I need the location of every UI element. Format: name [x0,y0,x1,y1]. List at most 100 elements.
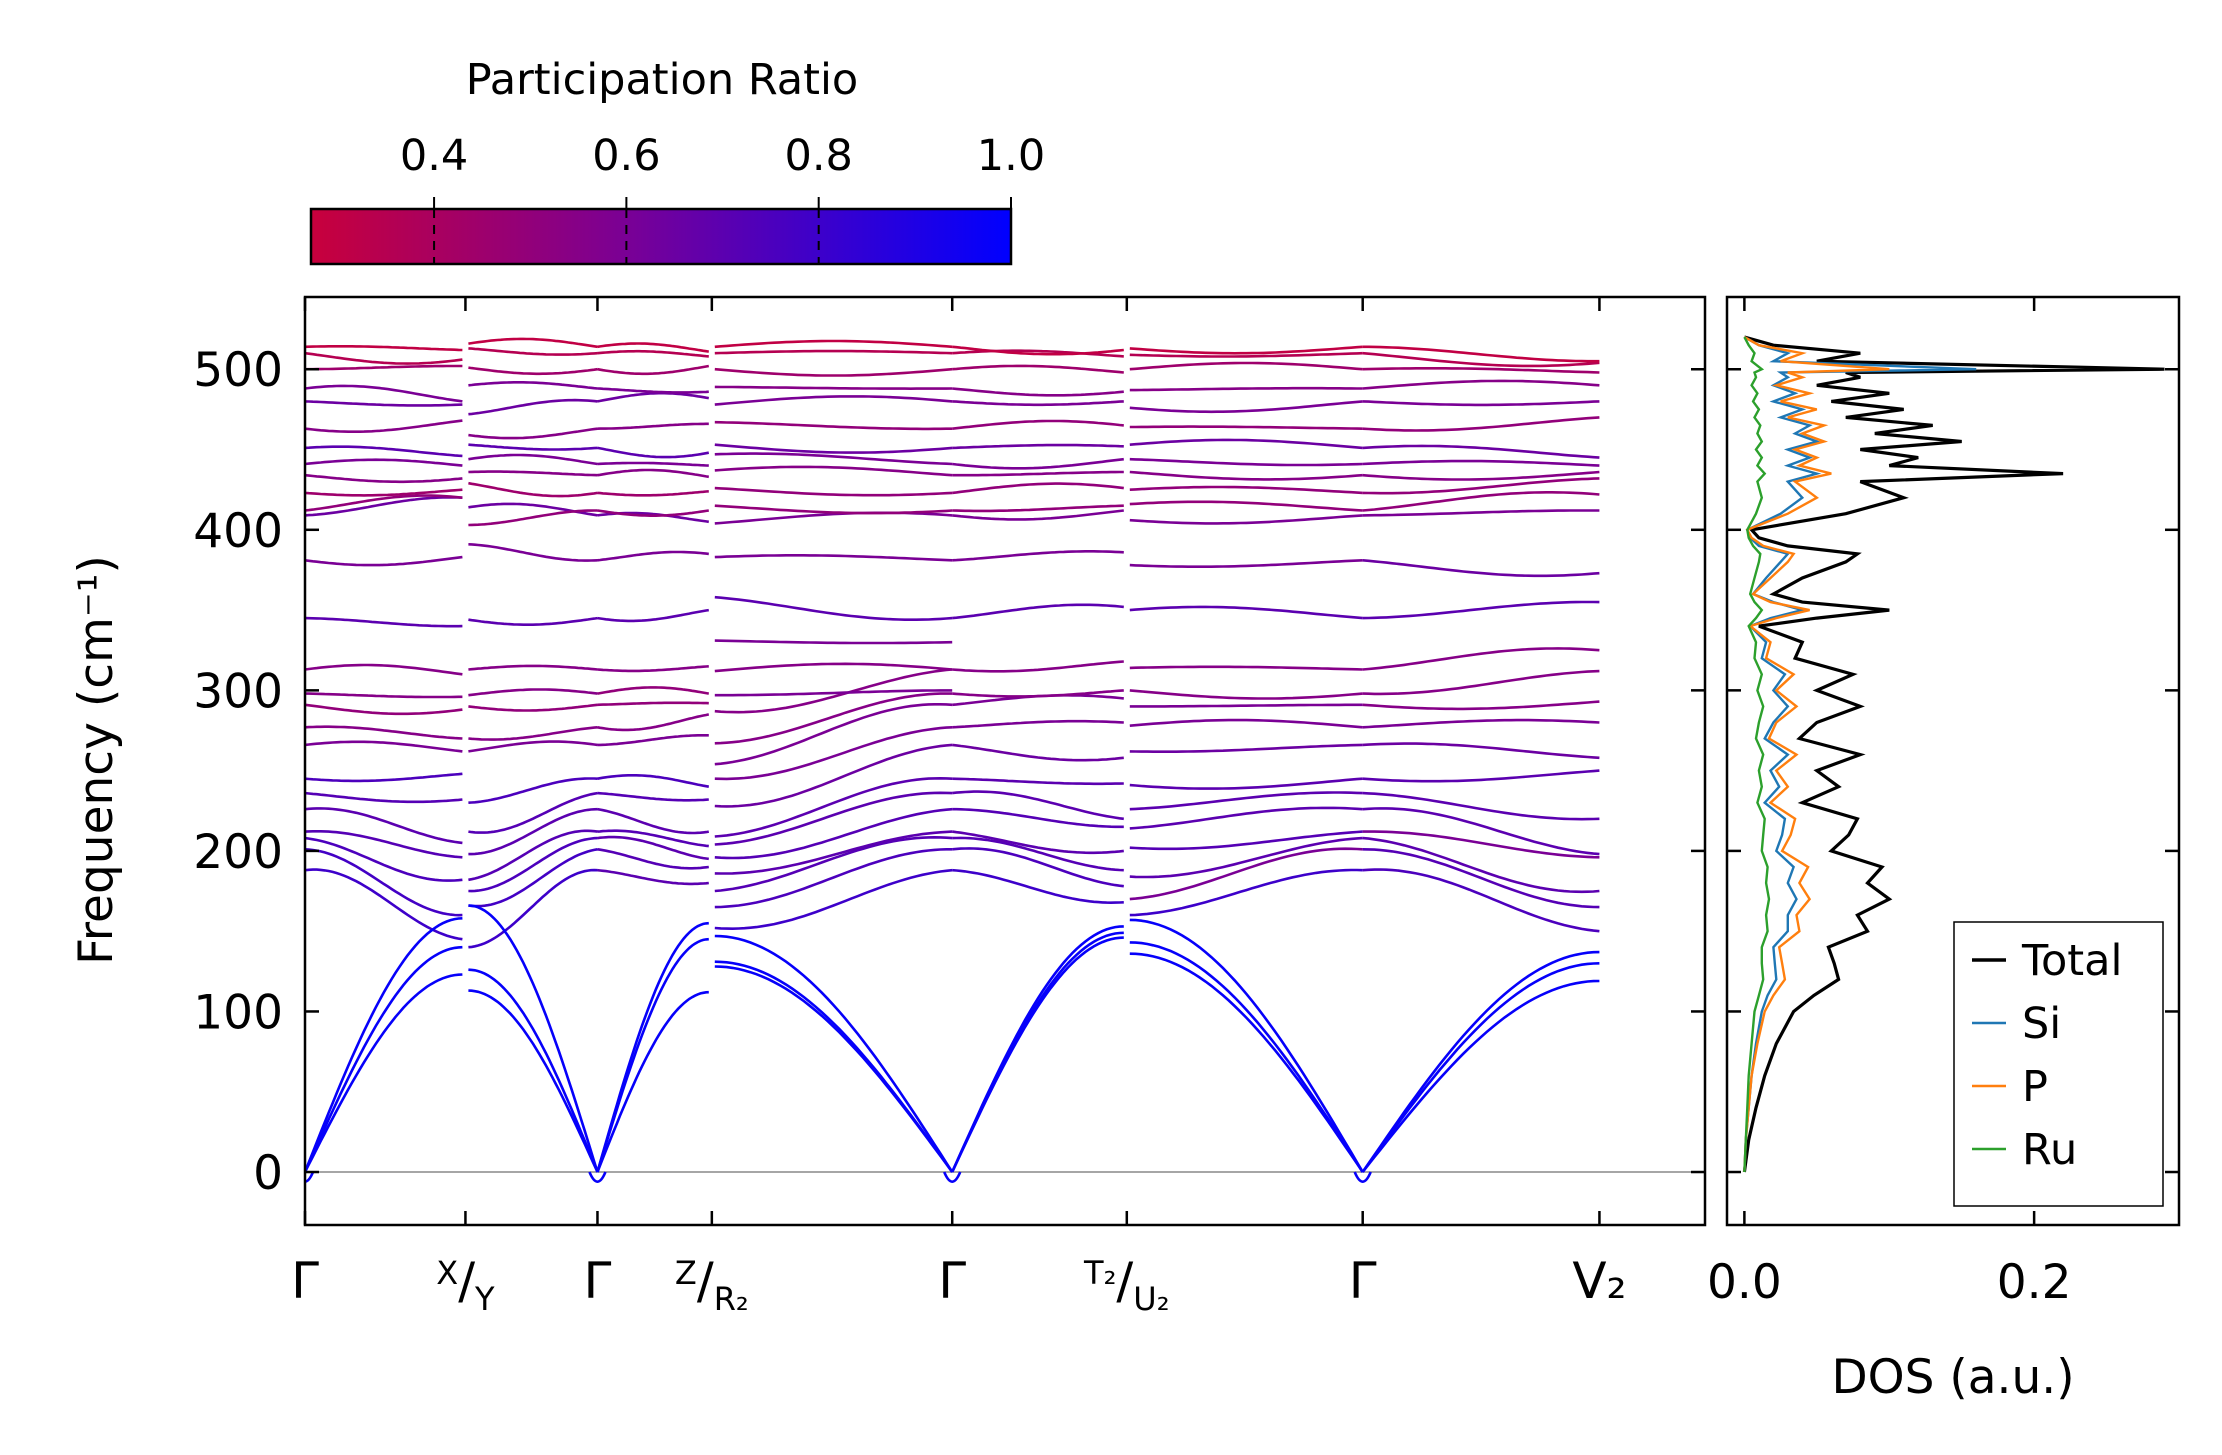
phonon-branch [468,703,598,712]
acoustic-branch [305,973,463,1173]
phonon-branch [1362,509,1600,517]
kpoint-label: V₂ [1572,1252,1626,1310]
phonon-branch [1129,791,1363,811]
band-y-tick-label: 0 [253,1146,283,1201]
kpoint-label: Γ [291,1252,319,1310]
phonon-branch [305,807,463,845]
band-y-tick-label: 500 [193,343,283,398]
acoustic-branch [1361,950,1600,1173]
phonon-branch [714,420,953,431]
phonon-branch [1129,836,1363,879]
phonon-branch [305,345,463,352]
band-y-tick-label: 100 [193,985,283,1040]
phonon-branch [1129,361,1363,371]
phonon-branch [305,496,463,517]
phonon-branch [714,367,953,377]
phonon-branch [1129,703,1363,708]
phonon-branch [714,595,953,621]
phonon-branch [468,616,598,626]
phonon-branch [305,555,463,567]
phonon-branch [714,339,953,349]
kpoint-label: Γ [584,1252,612,1310]
phonon-branch [1129,559,1363,568]
dos-x-axis-label: DOS (a.u.) [1831,1350,2074,1405]
phonon-branch [1362,379,1600,390]
band-y-tick-label: 300 [193,664,283,719]
phonon-branch [952,550,1124,562]
gamma-dip [588,1171,607,1183]
phonon-branch [597,686,710,695]
colorbar-tick-label: 1.0 [977,131,1045,181]
phonon-branch [1129,470,1363,481]
phonon-branch [714,486,953,497]
phonon-branch [1129,806,1363,830]
acoustic-branch [596,937,709,1173]
acoustic-branch [951,931,1124,1173]
kpoint-label: Γ [938,1252,966,1310]
phonon-branch [468,543,598,562]
phonon-branch [597,807,710,835]
phonon-branch [952,743,1124,762]
phonon-branch [597,387,709,394]
dos-x-tick-label: 0.0 [1707,1255,1782,1310]
phonon-branch [468,453,598,466]
phonon-branch [714,703,953,766]
gamma-dip [305,1171,315,1183]
band-axes-frame [303,295,1707,1227]
colorbar-tick-label: 0.8 [784,131,852,181]
colorbar: Participation Ratio 0.4 0.6 0.8 1.0 [309,55,1045,266]
phonon-branch [1129,718,1363,729]
phonon-branch [597,701,709,707]
dos-x-tick-label: 0.2 [1997,1255,2072,1310]
acoustic-branch [1361,962,1600,1173]
phonon-branch [468,443,598,451]
kpoint-label: Γ [1349,1252,1377,1310]
phonon-branch [305,692,463,699]
phonon-branch [468,688,598,697]
phonon-branch [1129,605,1363,620]
phonon-branch [1129,743,1363,753]
phonon-branch [714,692,953,745]
phonon-branch [952,504,1124,513]
phonon-branch [597,848,709,870]
phonon-branch [714,743,953,808]
phonon-branch [952,482,1124,495]
phonon-branch [1362,830,1600,859]
legend-label-si: Si [2022,999,2061,1049]
phonon-branch [305,364,463,371]
phonon-branch [952,603,1124,620]
phonon-branch [597,868,709,886]
phonon-branch [468,807,598,856]
phonon-branch [305,740,463,753]
dos-curves [1742,335,2165,1173]
phonon-branch [1362,769,1600,783]
dos-panel: 0.0 0.2 DOS (a.u.) Total Si P Ru [1707,295,2181,1405]
phonon-branch [952,345,1124,356]
y-axis-label: Frequency (cm⁻¹) [69,555,124,965]
phonon-branch [305,473,463,484]
dos-curve-ru [1743,336,1771,1173]
phonon-branch [597,665,709,673]
phonon-branch [952,790,1124,821]
phonon-branch [1362,367,1600,374]
phonon-branch [468,427,598,440]
phonon-branch [714,511,953,525]
acoustic-branch [1129,952,1364,1173]
phonon-branch [468,791,598,834]
legend-label-total: Total [2021,936,2122,986]
phonon-branch [597,461,709,467]
phonon-branch [597,550,709,562]
phonon-branch [1362,836,1600,894]
phonon-branch [468,502,598,517]
phonon-branch [305,703,463,716]
phonon-branch [305,616,463,628]
acoustic-branch [468,968,599,1173]
phonon-branch [714,848,953,909]
phonon-branch [1129,777,1363,790]
phonon-branch [1362,559,1600,578]
phonon-branch [1362,459,1600,467]
phonon-branch [305,725,463,740]
phonon-branch [1362,444,1600,459]
phonon-branch [305,868,463,941]
